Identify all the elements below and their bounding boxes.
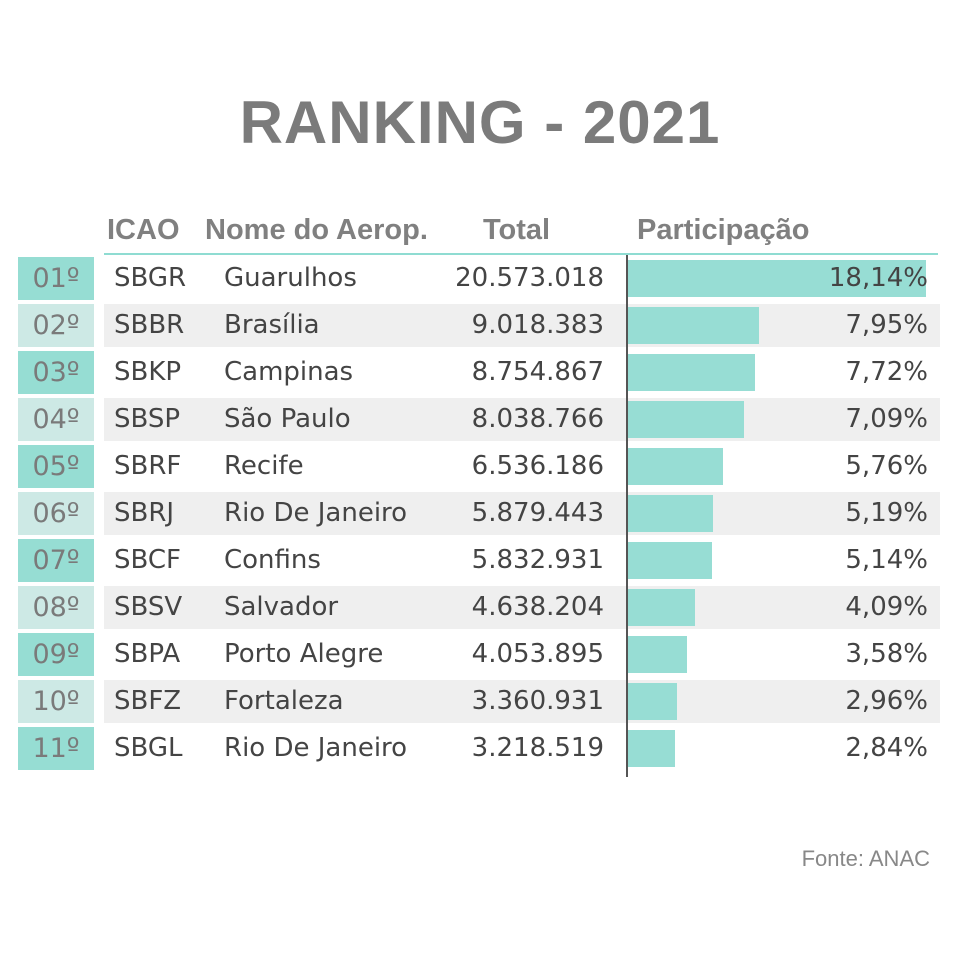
icao-cell: SBGL (114, 733, 183, 763)
rank-cell: 05º (18, 445, 94, 488)
icao-cell: SBPA (114, 639, 181, 669)
share-label: 5,14% (845, 545, 928, 575)
airport-name-cell: Recife (224, 451, 304, 481)
share-label: 7,09% (845, 404, 928, 434)
icao-cell: SBSV (114, 592, 183, 622)
rank-cell: 02º (18, 304, 94, 347)
icao-cell: SBFZ (114, 686, 182, 716)
rank-cell: 11º (18, 727, 94, 770)
total-cell: 5.832.931 (471, 545, 604, 575)
icao-cell: SBRJ (114, 498, 175, 528)
rank-cell: 07º (18, 539, 94, 582)
icao-cell: SBRF (114, 451, 182, 481)
chart-title: RANKING - 2021 (239, 89, 721, 156)
rank-cell: 03º (18, 351, 94, 394)
icao-cell: SBSP (114, 404, 181, 434)
airport-name-cell: Guarulhos (224, 263, 357, 293)
share-label: 7,72% (845, 357, 928, 387)
airport-name-cell: Brasília (224, 310, 320, 340)
row-background (104, 586, 940, 629)
rank-cell: 08º (18, 586, 94, 629)
share-bar (628, 495, 713, 532)
table-row: 01º SBGR Guarulhos 20.573.018 18,14% (18, 255, 940, 302)
total-cell: 8.754.867 (471, 357, 604, 387)
header-airport-name: Nome do Aerop. (205, 214, 428, 246)
rank-cell: 10º (18, 680, 94, 723)
table-row: 10º SBFZ Fortaleza 3.360.931 2,96% (18, 678, 940, 725)
rank-cell: 09º (18, 633, 94, 676)
table-row: 05º SBRF Recife 6.536.186 5,76% (18, 443, 940, 490)
share-label: 4,09% (845, 592, 928, 622)
share-bar (628, 354, 755, 391)
header-icao: ICAO (107, 214, 180, 246)
total-cell: 6.536.186 (471, 451, 604, 481)
airport-name-cell: São Paulo (224, 404, 351, 434)
header-total: Total (483, 214, 551, 246)
icao-cell: SBKP (114, 357, 182, 387)
rank-cell: 01º (18, 257, 94, 300)
total-cell: 8.038.766 (471, 404, 604, 434)
table-row: 08º SBSV Salvador 4.638.204 4,09% (18, 584, 940, 631)
share-bar (628, 589, 695, 626)
total-cell: 5.879.443 (471, 498, 604, 528)
total-cell: 9.018.383 (471, 310, 604, 340)
share-label: 5,19% (845, 498, 928, 528)
table-row: 07º SBCF Confins 5.832.931 5,14% (18, 537, 940, 584)
table-row: 06º SBRJ Rio De Janeiro 5.879.443 5,19% (18, 490, 940, 537)
share-label: 7,95% (845, 310, 928, 340)
table-row: 04º SBSP São Paulo 8.038.766 7,09% (18, 396, 940, 443)
airport-name-cell: Campinas (224, 357, 354, 387)
airport-name-cell: Fortaleza (224, 686, 344, 716)
share-bar (628, 542, 712, 579)
row-background (104, 680, 940, 723)
icao-cell: SBCF (114, 545, 181, 575)
ranking-table: 01º SBGR Guarulhos 20.573.018 18,14% 02º SBBR B… (18, 255, 940, 772)
rank-cell: 04º (18, 398, 94, 441)
airport-name-cell: Rio De Janeiro (224, 498, 408, 528)
share-bar (628, 401, 744, 438)
bar-axis-line (626, 255, 628, 777)
airport-name-cell: Confins (224, 545, 321, 575)
rank-cell: 06º (18, 492, 94, 535)
share-bar (628, 260, 926, 297)
share-label: 18,14% (828, 263, 928, 293)
share-label: 3,58% (845, 639, 928, 669)
share-label: 5,76% (845, 451, 928, 481)
header-share: Participação (637, 214, 810, 246)
share-bar (628, 307, 759, 344)
share-label: 2,96% (845, 686, 928, 716)
table-row: 02º SBBR Brasília 9.018.383 7,95% (18, 302, 940, 349)
share-bar (628, 730, 675, 767)
total-cell: 20.573.018 (455, 263, 604, 293)
header-divider (104, 253, 938, 255)
row-background (104, 398, 940, 441)
share-bar (628, 448, 723, 485)
total-cell: 4.053.895 (471, 639, 604, 669)
table-row: 03º SBKP Campinas 8.754.867 7,72% (18, 349, 940, 396)
total-cell: 3.360.931 (471, 686, 604, 716)
share-bar (628, 683, 677, 720)
total-cell: 4.638.204 (471, 592, 604, 622)
share-label: 2,84% (845, 733, 928, 763)
source-note: Fonte: ANAC (801, 846, 930, 871)
share-bar (628, 636, 687, 673)
airport-name-cell: Salvador (224, 592, 339, 622)
table-row: 11º SBGL Rio De Janeiro 3.218.519 2,84% (18, 725, 940, 772)
total-cell: 3.218.519 (471, 733, 604, 763)
icao-cell: SBBR (114, 310, 185, 340)
table-row: 09º SBPA Porto Alegre 4.053.895 3,58% (18, 631, 940, 678)
icao-cell: SBGR (114, 263, 187, 293)
row-background (104, 492, 940, 535)
airport-name-cell: Porto Alegre (224, 639, 384, 669)
airport-name-cell: Rio De Janeiro (224, 733, 408, 763)
row-background (104, 304, 940, 347)
